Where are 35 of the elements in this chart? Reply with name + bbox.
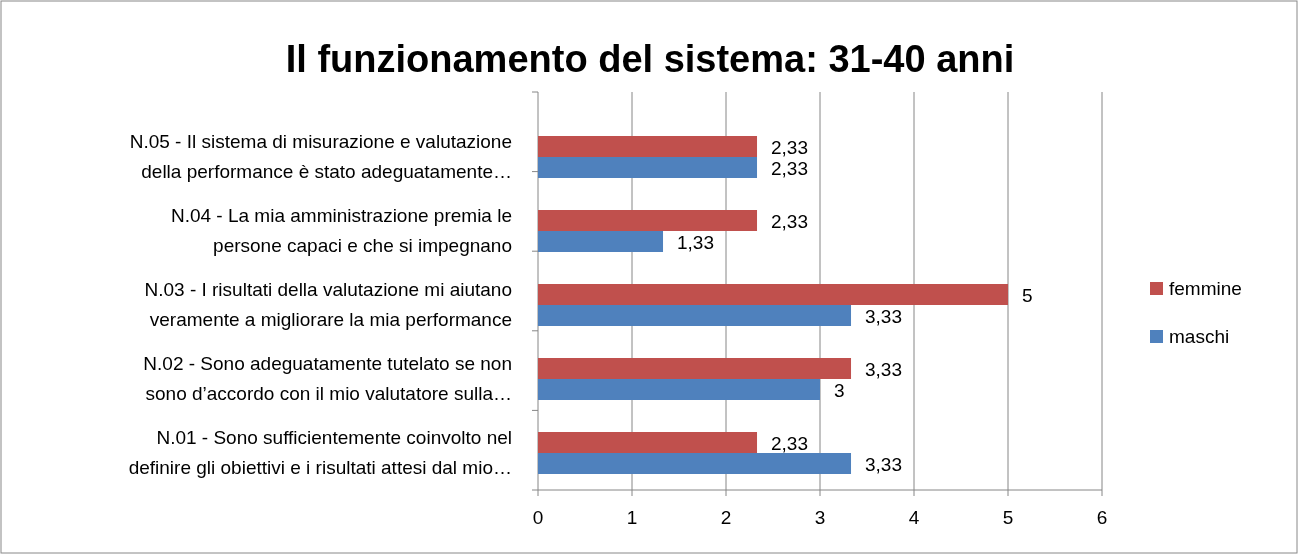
data-label: 3: [834, 379, 845, 401]
bar: [538, 432, 758, 453]
legend-label: maschi: [1169, 326, 1230, 347]
y-tick-label: N.01 - Sono sufficientemente coinvolto nel definire gli obiettivi e i risultati attesi dal mio…: [128, 427, 512, 478]
bar: [538, 358, 852, 379]
bar: [538, 379, 820, 400]
data-label: 2,33: [771, 432, 808, 454]
y-tick-label: N.02 - Sono adeguatamente tutelato se non sono d’accordo con il mio valutatore sulla…: [143, 353, 512, 404]
bar: [538, 231, 664, 252]
data-label: 2,33: [771, 210, 808, 232]
bar: [538, 136, 758, 157]
data-label: 3,33: [865, 305, 902, 327]
data-label: 2,33: [771, 157, 808, 179]
data-label: 3,33: [865, 453, 902, 475]
x-tick-label: 4: [908, 507, 920, 528]
x-tick-label: 0: [532, 507, 544, 528]
x-tick-label: 1: [626, 507, 638, 528]
bar: [538, 157, 758, 178]
data-label: 1,33: [677, 231, 714, 253]
x-tick-label: 3: [814, 507, 826, 528]
y-tick-label: N.05 - Il sistema di misurazione e valutazione della performance è stato adeguatamente…: [129, 131, 512, 182]
y-tick-label: N.03 - I risultati della valutazione mi aiutano veramente a migliorare la mia performance: [144, 279, 512, 330]
bar: [538, 210, 758, 231]
y-tick-label: N.04 - La mia amministrazione premia le persone capaci e che si impegnano: [170, 205, 512, 256]
x-tick-label: 6: [1096, 507, 1108, 528]
data-label: 2,33: [771, 136, 808, 158]
x-tick-label: 5: [1002, 507, 1014, 528]
bar: [538, 284, 1008, 305]
chart-title: Il funzionamento del sistema: 31-40 anni: [285, 38, 1015, 80]
data-label: 3,33: [865, 358, 902, 380]
legend-label: femmine: [1169, 278, 1242, 299]
x-tick-label: 2: [720, 507, 732, 528]
bar: [538, 305, 852, 326]
bar: [538, 453, 852, 474]
data-label: 5: [1022, 284, 1033, 306]
